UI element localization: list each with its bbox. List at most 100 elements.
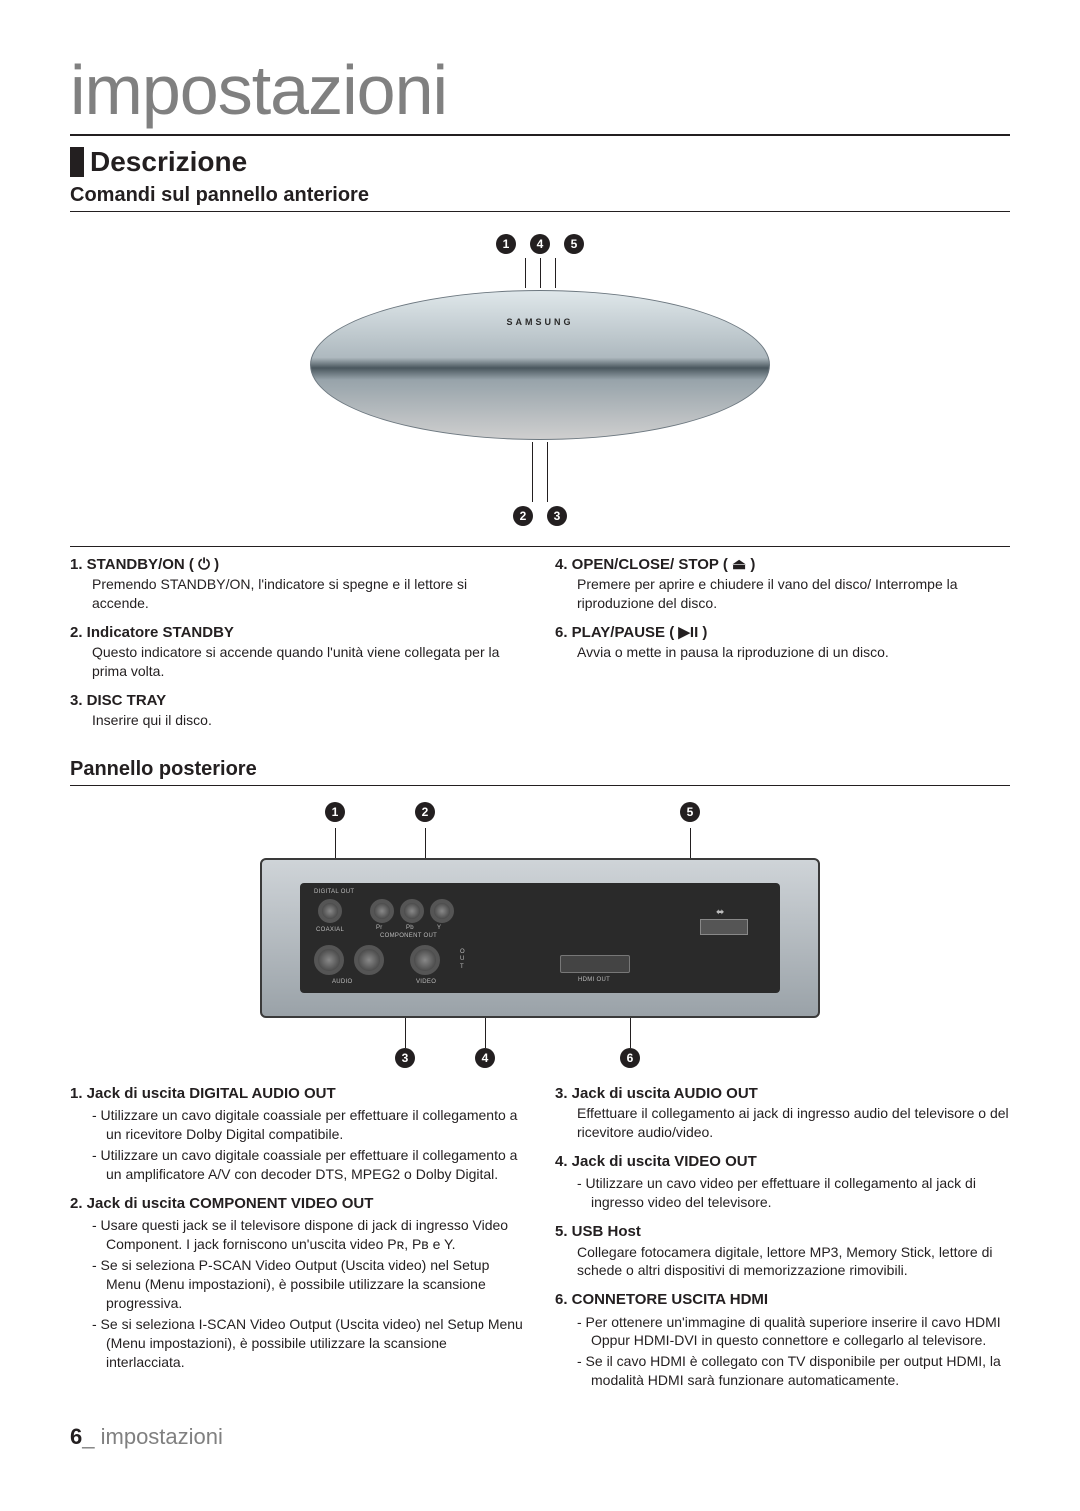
leader xyxy=(630,1018,631,1048)
front-bottom-callouts: 2 3 xyxy=(513,506,567,526)
leader xyxy=(405,1018,406,1048)
list-item: 4. Jack di uscita VIDEO OUT- Utilizzare … xyxy=(555,1152,1010,1212)
item-heading: 1. Jack di uscita DIGITAL AUDIO OUT xyxy=(70,1084,525,1104)
rear-top-callouts: 1 2 5 xyxy=(260,802,820,828)
leader xyxy=(555,258,556,288)
port-audio-l xyxy=(314,945,344,975)
label-pb: Pb xyxy=(406,925,414,931)
label-out: OUT xyxy=(460,949,465,971)
device-illustration: SAMSUNG xyxy=(310,290,770,440)
rear-items: 1. Jack di uscita DIGITAL AUDIO OUT- Uti… xyxy=(70,1084,1010,1400)
front-bottom-leaders xyxy=(532,442,548,502)
leader xyxy=(525,258,526,288)
label-video: VIDEO xyxy=(416,979,436,985)
item-desc: Avvia o mette in pausa la riproduzione d… xyxy=(555,643,1010,662)
item-desc: Inserire qui il disco. xyxy=(70,711,525,730)
port-pb xyxy=(400,899,424,923)
front-diagram: 1 4 5 SAMSUNG 2 3 xyxy=(70,222,1010,538)
leader xyxy=(690,828,691,858)
rear-panel: DIGITAL OUT COAXIAL Pr Pb Y COMPONENT OU… xyxy=(300,883,780,993)
port-pr xyxy=(370,899,394,923)
leader xyxy=(540,258,541,288)
item-sub: - Utilizzare un cavo digitale coassiale … xyxy=(70,1146,525,1184)
item-desc: Collegare fotocamera digitale, lettore M… xyxy=(555,1243,1010,1281)
callout-4: 4 xyxy=(475,1048,495,1068)
item-sub: - Usare questi jack se il televisore dis… xyxy=(70,1216,525,1254)
callout-2: 2 xyxy=(513,506,533,526)
list-item: 1. STANDBY/ON ( ⏻ )Premendo STANDBY/ON, … xyxy=(70,555,525,613)
list-item: 3. Jack di uscita AUDIO OUTEffettuare il… xyxy=(555,1084,1010,1142)
rear-panel-subtitle: Pannello posteriore xyxy=(70,758,1010,786)
item-sub: - Se si seleziona P-SCAN Video Output (U… xyxy=(70,1256,525,1313)
leader xyxy=(532,442,533,502)
item-heading: 1. STANDBY/ON ( ⏻ ) xyxy=(70,555,525,575)
port-y xyxy=(430,899,454,923)
rear-box: DIGITAL OUT COAXIAL Pr Pb Y COMPONENT OU… xyxy=(260,858,820,1018)
usb-icon: ⬌ xyxy=(716,907,725,918)
rear-items-left: 1. Jack di uscita DIGITAL AUDIO OUT- Uti… xyxy=(70,1084,525,1400)
list-item: 2. Jack di uscita COMPONENT VIDEO OUT- U… xyxy=(70,1194,525,1371)
label-audio: AUDIO xyxy=(332,979,353,985)
callout-5: 5 xyxy=(680,802,700,822)
item-heading: 5. USB Host xyxy=(555,1222,1010,1242)
rear-bottom-callouts: 3 4 6 xyxy=(260,1048,820,1074)
label-pr: Pr xyxy=(376,925,383,931)
port-hdmi xyxy=(560,955,630,973)
list-item: 2. Indicatore STANDBYQuesto indicatore s… xyxy=(70,623,525,681)
item-heading: 6. CONNETORE USCITA HDMI xyxy=(555,1290,1010,1310)
callout-1: 1 xyxy=(325,802,345,822)
item-sub: - Utilizzare un cavo digitale coassiale … xyxy=(70,1106,525,1144)
section-bar xyxy=(70,147,84,177)
port-audio-r xyxy=(354,945,384,975)
list-item: 6. PLAY/PAUSE ( ▶II )Avvia o mette in pa… xyxy=(555,623,1010,662)
section-title: Descrizione xyxy=(90,146,247,178)
port-usb xyxy=(700,919,748,935)
item-sub: - Per ottenere un'immagine di qualità su… xyxy=(555,1313,1010,1351)
leader xyxy=(485,1018,486,1048)
front-top-leaders xyxy=(525,258,556,288)
item-heading: 4. OPEN/CLOSE/ STOP ( ⏏ ) xyxy=(555,555,1010,575)
front-top-callouts: 1 4 5 xyxy=(496,234,584,254)
label-y: Y xyxy=(437,925,441,931)
front-diagram-wrap: 1 4 5 SAMSUNG 2 3 xyxy=(70,222,1010,547)
item-heading: 2. Indicatore STANDBY xyxy=(70,623,525,643)
label-digital-out: DIGITAL OUT xyxy=(314,889,354,895)
port-video xyxy=(410,945,440,975)
item-heading: 6. PLAY/PAUSE ( ▶II ) xyxy=(555,623,1010,643)
item-desc: Premendo STANDBY/ON, l'indicatore si spe… xyxy=(70,575,525,613)
item-heading: 3. Jack di uscita AUDIO OUT xyxy=(555,1084,1010,1104)
rear-items-right: 3. Jack di uscita AUDIO OUTEffettuare il… xyxy=(555,1084,1010,1400)
callout-2: 2 xyxy=(415,802,435,822)
leader xyxy=(547,442,548,502)
rear-top-leaders xyxy=(260,828,820,858)
footer-sep: _ xyxy=(82,1424,94,1449)
front-panel-subtitle: Comandi sul pannello anteriore xyxy=(70,184,1010,212)
callout-3: 3 xyxy=(395,1048,415,1068)
list-item: 4. OPEN/CLOSE/ STOP ( ⏏ )Premere per apr… xyxy=(555,555,1010,613)
item-sub: - Se il cavo HDMI è collegato con TV dis… xyxy=(555,1352,1010,1390)
page-title: impostazioni xyxy=(70,50,1010,136)
label-coaxial: COAXIAL xyxy=(316,927,344,933)
front-items-right: 4. OPEN/CLOSE/ STOP ( ⏏ )Premere per apr… xyxy=(555,555,1010,740)
item-sub: - Utilizzare un cavo video per effettuar… xyxy=(555,1174,1010,1212)
rear-diagram: 1 2 5 DIGITAL OUT COAXIAL Pr Pb Y COMPONEN… xyxy=(70,796,1010,1084)
item-desc: Premere per aprire e chiudere il vano de… xyxy=(555,575,1010,613)
callout-5: 5 xyxy=(564,234,584,254)
list-item: 6. CONNETORE USCITA HDMI - Per ottenere u… xyxy=(555,1290,1010,1390)
list-item: 1. Jack di uscita DIGITAL AUDIO OUT- Uti… xyxy=(70,1084,525,1184)
label-hdmi: HDMI OUT xyxy=(578,977,610,983)
item-desc: Questo indicatore si accende quando l'un… xyxy=(70,643,525,681)
item-sub: - Se si seleziona I-SCAN Video Output (U… xyxy=(70,1315,525,1372)
item-desc: Effettuare il collegamento ai jack di in… xyxy=(555,1104,1010,1142)
page-footer: 6_ impostazioni xyxy=(70,1424,1010,1450)
callout-6: 6 xyxy=(620,1048,640,1068)
list-item: 5. USB HostCollegare fotocamera digitale… xyxy=(555,1222,1010,1280)
label-component: COMPONENT OUT xyxy=(380,933,437,939)
callout-3: 3 xyxy=(547,506,567,526)
item-heading: 4. Jack di uscita VIDEO OUT xyxy=(555,1152,1010,1172)
item-heading: 3. DISC TRAY xyxy=(70,691,525,711)
footer-page-num: 6 xyxy=(70,1424,82,1449)
front-items-left: 1. STANDBY/ON ( ⏻ )Premendo STANDBY/ON, … xyxy=(70,555,525,740)
list-item: 3. DISC TRAYInserire qui il disco. xyxy=(70,691,525,730)
front-items: 1. STANDBY/ON ( ⏻ )Premendo STANDBY/ON, … xyxy=(70,555,1010,740)
